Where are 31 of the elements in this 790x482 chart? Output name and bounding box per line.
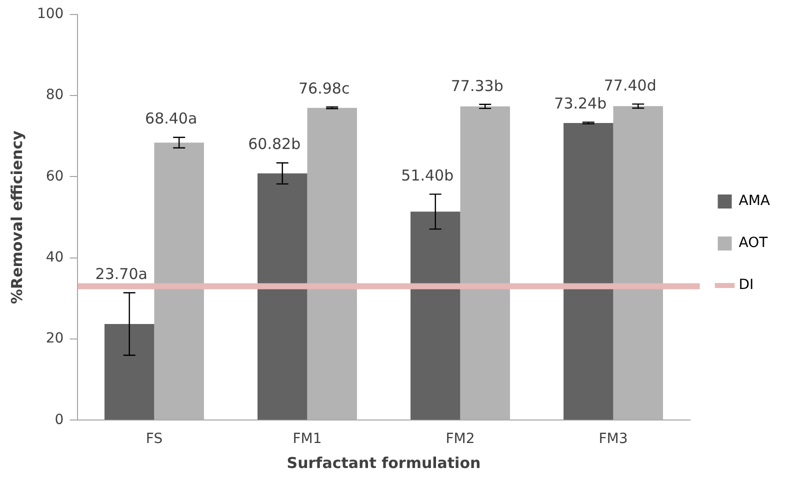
bar xyxy=(258,173,308,420)
data-label: 68.40a xyxy=(145,110,198,128)
y-tick-label: 20 xyxy=(46,330,64,347)
bar xyxy=(154,142,204,420)
data-label: 51.40b xyxy=(401,166,454,185)
data-label: 77.40d xyxy=(604,76,656,94)
y-tick-label: 60 xyxy=(46,168,64,184)
bar xyxy=(564,122,614,420)
bar xyxy=(460,106,510,420)
data-label: 77.33b xyxy=(450,76,504,95)
data-label: 60.82b xyxy=(248,135,301,154)
legend-label: AMA xyxy=(738,193,770,210)
legend-label: AOT xyxy=(738,235,768,252)
x-tick-label: FM3 xyxy=(598,431,628,448)
x-tick-label: FM2 xyxy=(446,431,475,448)
bar xyxy=(410,212,460,420)
x-tick-label: FM1 xyxy=(292,431,322,448)
y-tick-label: 100 xyxy=(36,6,64,22)
x-tick-label: FS xyxy=(146,431,163,448)
y-tick-label: 80 xyxy=(46,87,64,104)
data-label: 76.98c xyxy=(298,79,350,98)
ref-line-label: DI xyxy=(738,277,754,294)
y-axis-title: %Removal efficiency xyxy=(8,130,26,304)
bar xyxy=(613,106,663,420)
y-tick-label: 40 xyxy=(46,250,64,266)
bar xyxy=(307,108,357,420)
data-label: 23.70a xyxy=(95,265,148,284)
data-label: 73.24b xyxy=(554,94,607,113)
y-tick-label: 0 xyxy=(54,412,64,428)
bar xyxy=(104,324,154,420)
x-axis-title: Surfactant formulation xyxy=(286,454,481,472)
